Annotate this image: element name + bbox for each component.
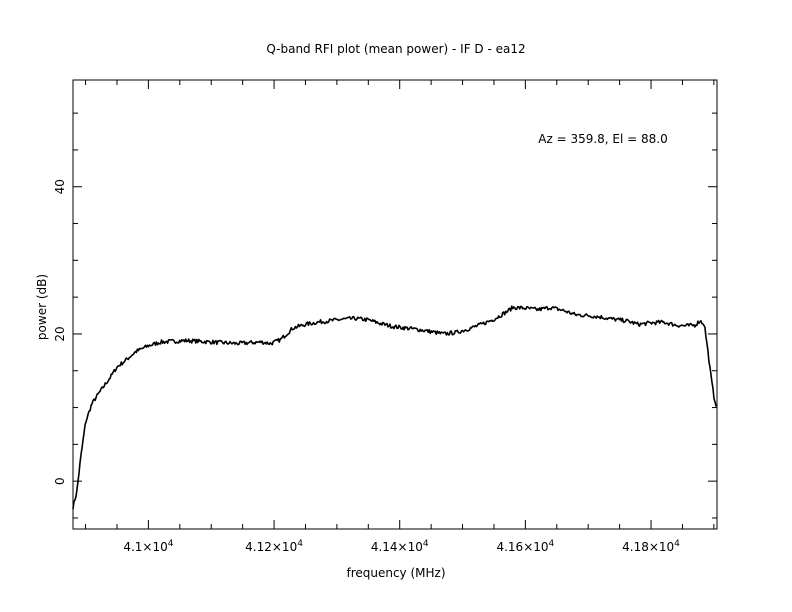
x-tick-label-1: 4.12×104 — [245, 539, 303, 554]
y-axis-label: power (dB) — [35, 274, 49, 340]
x-tick-label-3: 4.16×104 — [496, 539, 554, 554]
y-tick-label-2: 40 — [53, 179, 67, 194]
az-el-annotation: Az = 359.8, El = 88.0 — [538, 132, 668, 146]
y-tick-label-0: 0 — [53, 477, 67, 485]
y-axis-ticks — [73, 112, 717, 519]
x-tick-label-4: 4.18×104 — [622, 539, 680, 554]
x-axis-ticks — [85, 80, 715, 529]
x-tick-label-2: 4.14×104 — [371, 539, 429, 554]
y-tick-label-1: 20 — [53, 326, 67, 341]
chart-title: Q-band RFI plot (mean power) - IF D - ea… — [266, 42, 525, 56]
y-axis-tick-labels: 0 20 40 — [53, 179, 67, 485]
plot-frame — [72, 79, 718, 530]
x-axis-label: frequency (MHz) — [346, 566, 445, 580]
power-series-line — [72, 305, 718, 510]
x-tick-label-0: 4.1×104 — [123, 539, 173, 554]
x-axis-tick-labels: 4.1×104 4.12×104 4.14×104 4.16×104 4.18×104 — [123, 539, 680, 554]
